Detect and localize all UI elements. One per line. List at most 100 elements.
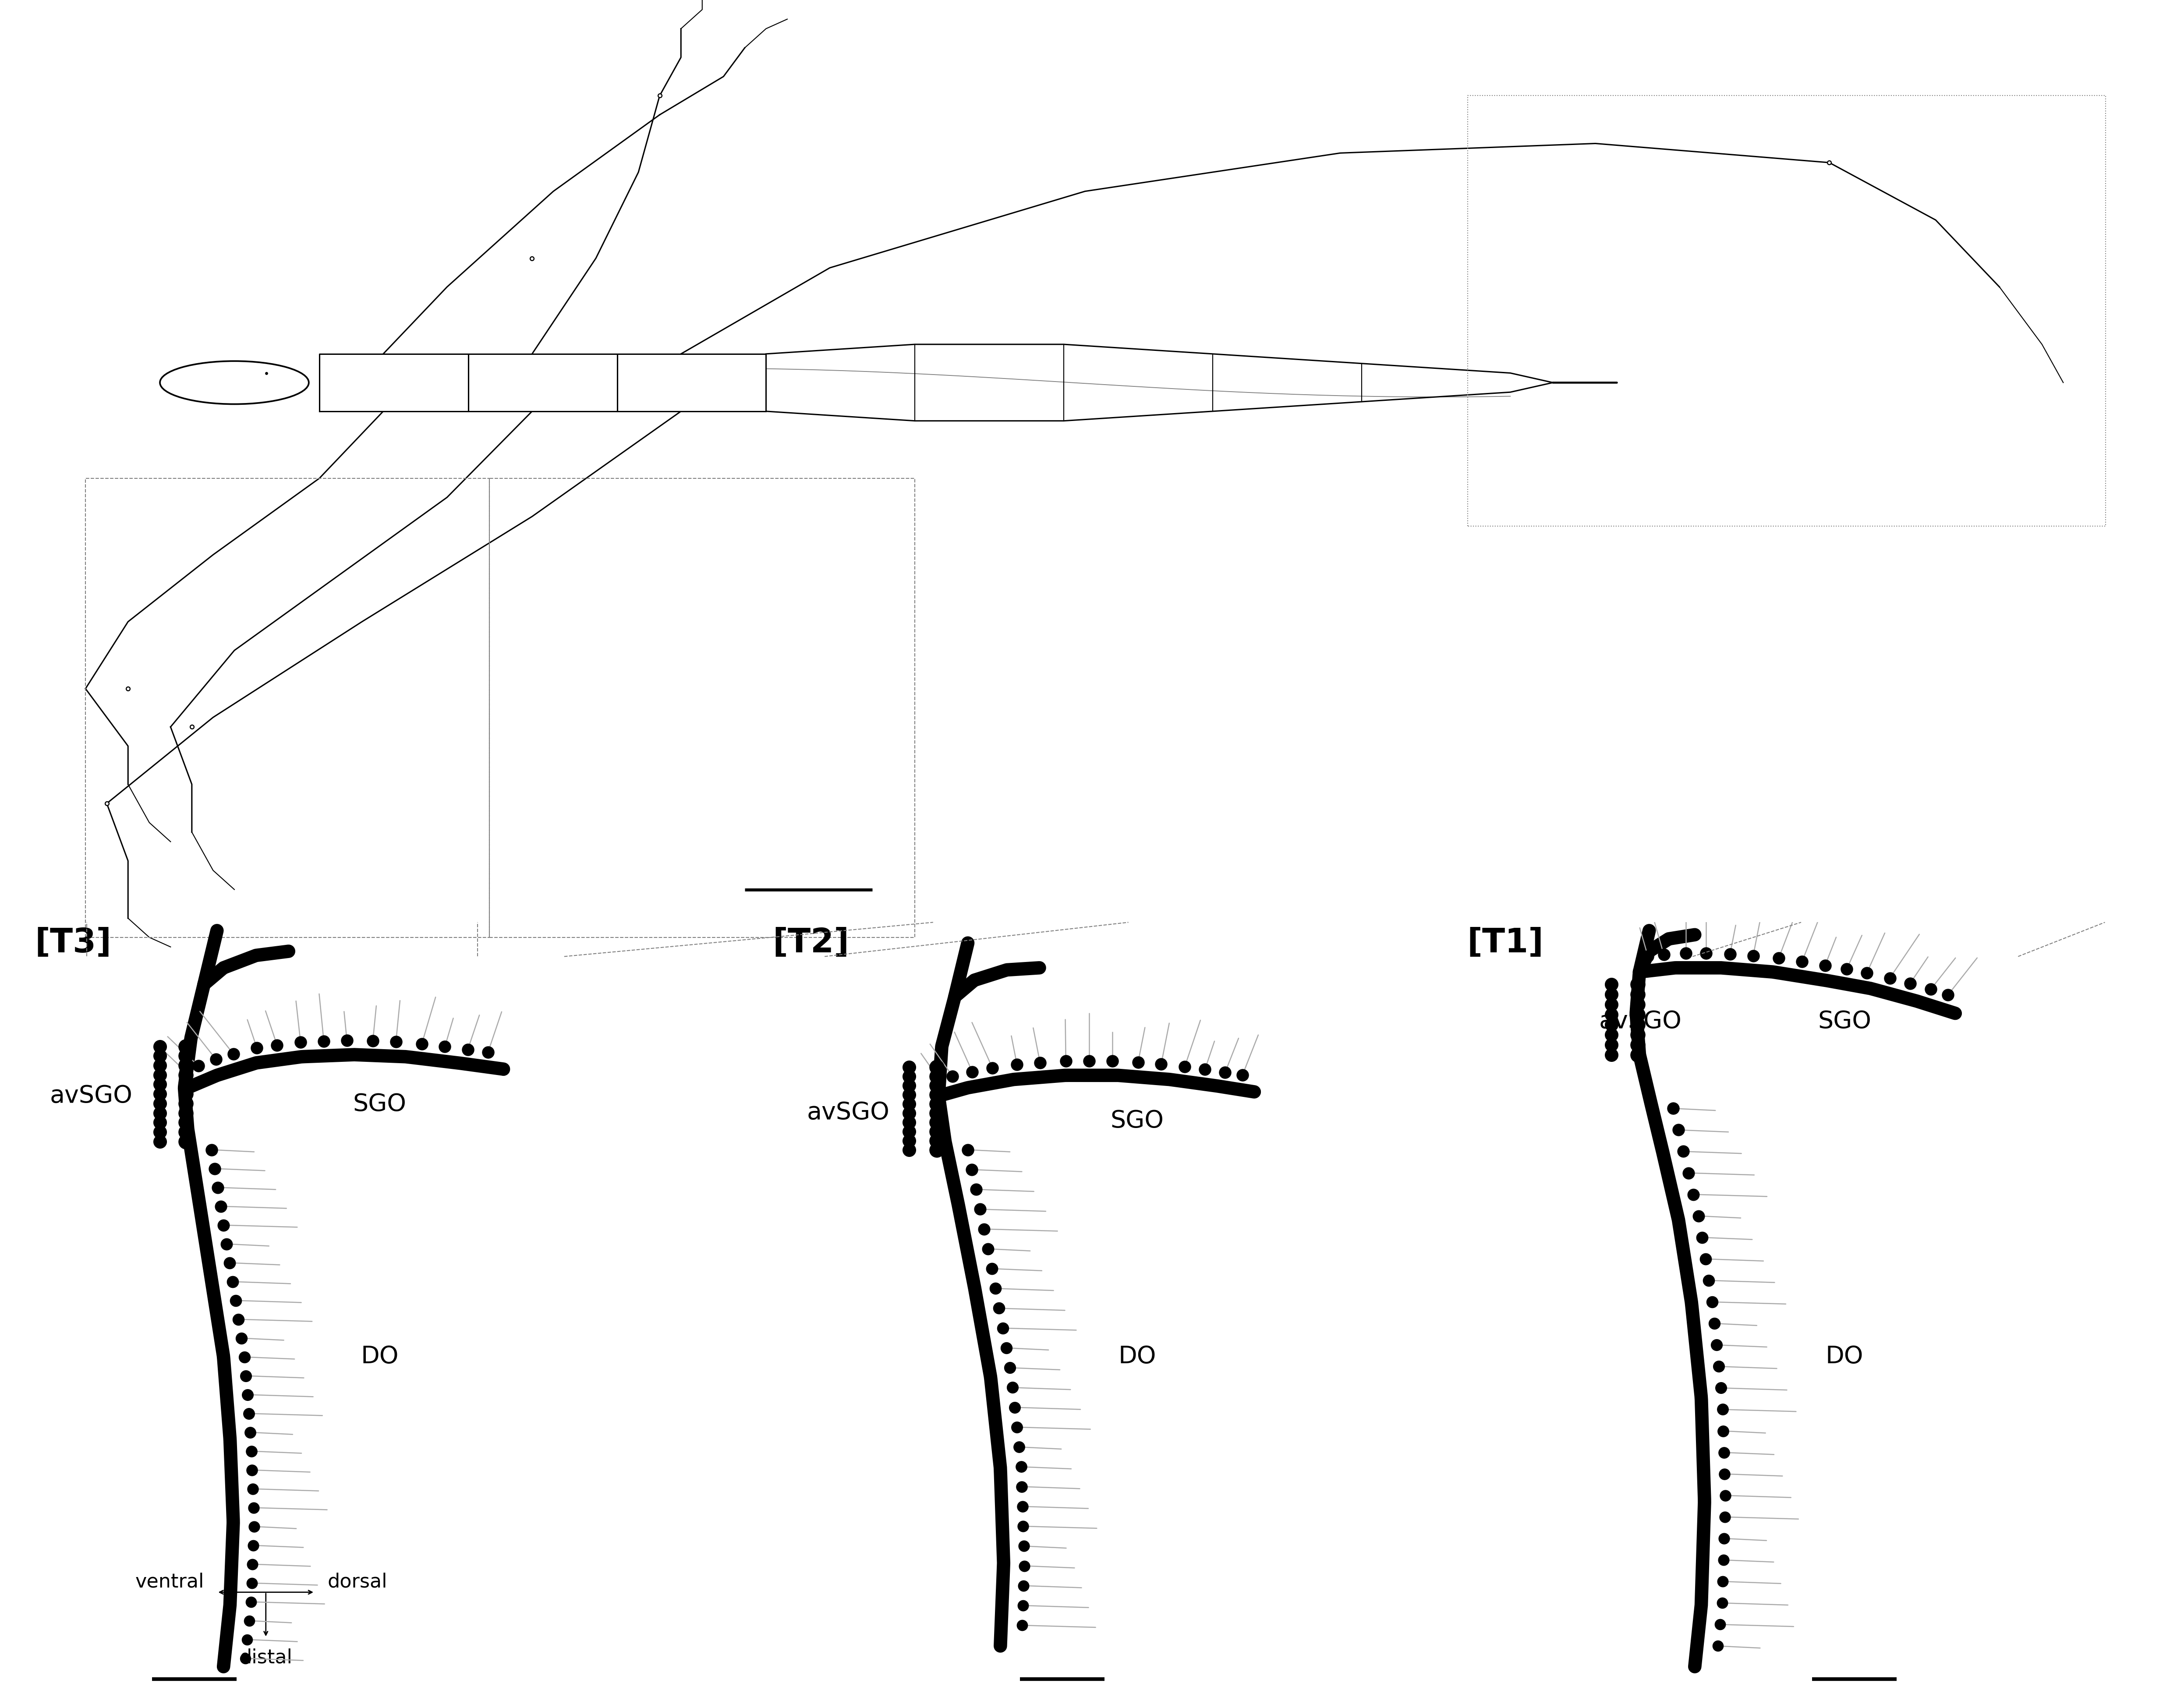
Point	[1703, 1611, 1738, 1638]
Point	[1762, 945, 1797, 972]
Point	[232, 1607, 267, 1635]
Point	[143, 1119, 178, 1146]
Point	[1699, 1331, 1734, 1358]
Point	[1695, 1288, 1729, 1315]
Point	[217, 1040, 252, 1068]
Ellipse shape	[161, 360, 308, 405]
Text: SGO: SGO	[354, 1093, 406, 1115]
Point	[1706, 1418, 1740, 1445]
Point	[1144, 1050, 1178, 1078]
Point	[892, 1117, 927, 1144]
Point	[232, 1419, 267, 1447]
Point	[1621, 970, 1656, 997]
Point	[1595, 970, 1630, 997]
Point	[1621, 980, 1656, 1008]
Point	[920, 1117, 955, 1144]
Point	[955, 1059, 990, 1086]
Point	[970, 1235, 1005, 1262]
Point	[892, 1136, 927, 1163]
Point	[892, 1090, 927, 1117]
Point	[169, 1119, 204, 1146]
Point	[959, 1175, 994, 1202]
Point	[1003, 1433, 1037, 1460]
Point	[1621, 1001, 1656, 1028]
Point	[228, 1363, 263, 1390]
Point	[1007, 1532, 1042, 1559]
Point	[992, 1354, 1026, 1382]
Point	[230, 1626, 265, 1653]
Point	[1072, 1047, 1107, 1074]
Point	[174, 714, 208, 741]
Point	[215, 1267, 250, 1295]
Point	[1167, 1054, 1202, 1081]
Point	[1706, 1395, 1740, 1423]
Point	[1938, 999, 1973, 1027]
Point	[169, 1100, 204, 1127]
Point	[200, 1173, 234, 1201]
Point	[169, 1052, 204, 1079]
Point	[996, 1373, 1031, 1401]
Polygon shape	[319, 354, 469, 412]
Point	[922, 1066, 957, 1093]
Point	[892, 1108, 927, 1136]
Point	[234, 1570, 269, 1597]
Point	[1706, 1568, 1740, 1595]
Point	[1647, 941, 1682, 968]
Point	[950, 1136, 985, 1163]
Point	[892, 1071, 927, 1098]
Point	[451, 1035, 486, 1062]
Point	[920, 1054, 955, 1081]
Point	[1621, 991, 1656, 1018]
Point	[892, 1127, 927, 1155]
Point	[197, 1155, 232, 1182]
Text: SGO: SGO	[1111, 1108, 1163, 1132]
Point	[1914, 975, 1949, 1003]
Point	[1595, 1011, 1630, 1038]
Point	[1931, 980, 1966, 1008]
Point	[1595, 1040, 1630, 1068]
Point	[1595, 991, 1630, 1018]
Point	[204, 1192, 239, 1220]
Text: [T2]: [T2]	[773, 927, 848, 960]
Point	[169, 1061, 204, 1088]
Point	[224, 1324, 258, 1351]
Point	[234, 1588, 269, 1616]
Point	[206, 1211, 241, 1238]
Point	[1209, 1059, 1243, 1086]
Point	[920, 1081, 955, 1108]
Point	[974, 1054, 1009, 1081]
Point	[1630, 943, 1664, 970]
Point	[1621, 1040, 1656, 1068]
Point	[1621, 1032, 1656, 1059]
Point	[892, 1100, 927, 1127]
Point	[1022, 1049, 1057, 1076]
Point	[1656, 1095, 1690, 1122]
Point	[356, 1027, 391, 1054]
Point	[143, 1100, 178, 1127]
Point	[143, 1090, 178, 1117]
Point	[1005, 1472, 1039, 1500]
Point	[169, 1108, 204, 1136]
Point	[985, 1315, 1020, 1342]
Point	[169, 1127, 204, 1155]
Point	[1688, 1245, 1723, 1272]
Point	[169, 1071, 204, 1098]
Point	[1005, 1493, 1039, 1520]
Point	[427, 1033, 462, 1061]
Point	[1007, 1513, 1042, 1541]
Point	[1595, 980, 1630, 1008]
Point	[232, 1401, 267, 1428]
Text: DO: DO	[1825, 1344, 1864, 1368]
Point	[378, 1028, 412, 1056]
Polygon shape	[616, 354, 766, 412]
Point	[239, 1035, 273, 1062]
Point	[1007, 1571, 1042, 1599]
Point	[1701, 1353, 1736, 1380]
Point	[1096, 1047, 1131, 1074]
Point	[1708, 1525, 1743, 1553]
Point	[234, 1457, 269, 1484]
Point	[1690, 1267, 1725, 1295]
Point	[1682, 1202, 1716, 1230]
Point	[486, 1056, 521, 1083]
Point	[935, 1062, 970, 1090]
